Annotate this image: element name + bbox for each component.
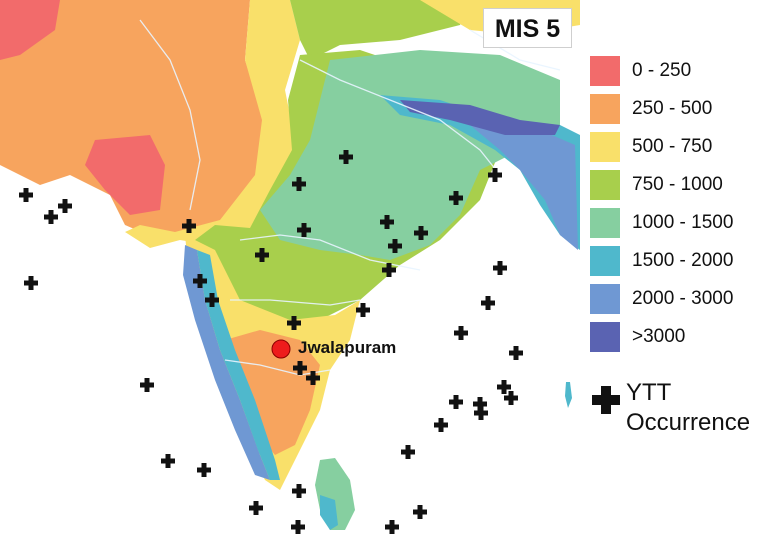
legend-swatch	[590, 284, 620, 314]
ytt-occurrence-marker[interactable]	[493, 261, 507, 275]
ytt-occurrence-marker[interactable]	[481, 296, 495, 310]
ytt-legend-line2: Occurrence	[626, 409, 751, 436]
map-title: MIS 5	[483, 8, 572, 48]
zone-750-1000-north	[290, 0, 470, 60]
legend-swatch	[590, 132, 620, 162]
ytt-occurrence-marker[interactable]	[287, 316, 301, 330]
ytt-marker-layer	[19, 150, 523, 534]
ytt-occurrence-marker[interactable]	[255, 248, 269, 262]
sri-lanka-wet-zone	[320, 495, 338, 530]
legend-label: 2000 - 3000	[632, 288, 734, 309]
ytt-occurrence-marker[interactable]	[249, 501, 263, 515]
ytt-occurrence-marker[interactable]	[488, 168, 502, 182]
ytt-occurrence-marker[interactable]	[413, 505, 427, 519]
legend-item: 0 - 250	[590, 52, 770, 90]
zone-2000-3000-westghats	[183, 245, 270, 480]
legend-item: >3000	[590, 318, 770, 356]
zone-500-750-west	[125, 0, 300, 248]
legend-label: 250 - 500	[632, 98, 713, 119]
ytt-occurrence-marker[interactable]	[474, 406, 488, 420]
andaman-islands	[565, 382, 572, 408]
jwalapuram-site-marker[interactable]	[271, 339, 291, 359]
ytt-occurrence-marker[interactable]	[161, 454, 175, 468]
zone-2000-3000-ne	[470, 125, 578, 250]
legend-item: 1000 - 1500	[590, 204, 770, 242]
legend-item: 750 - 1000	[590, 166, 770, 204]
legend-swatch	[590, 170, 620, 200]
ytt-occurrence-marker[interactable]	[449, 395, 463, 409]
ytt-occurrence-marker[interactable]	[291, 520, 305, 534]
ytt-occurrence-marker[interactable]	[388, 239, 402, 253]
legend-label: 750 - 1000	[632, 174, 723, 195]
precipitation-legend: 0 - 250 250 - 500 500 - 750 750 - 1000 1…	[590, 52, 770, 356]
ytt-occurrence-marker[interactable]	[58, 199, 72, 213]
legend-label: >3000	[632, 326, 686, 347]
legend-swatch	[590, 208, 620, 238]
ytt-occurrence-marker[interactable]	[193, 274, 207, 288]
ytt-occurrence-marker[interactable]	[197, 463, 211, 477]
ytt-occurrence-marker[interactable]	[19, 188, 33, 202]
zone-1500-2000-westghats	[197, 250, 280, 480]
zone-gt3000-ne	[400, 100, 560, 135]
ytt-occurrence-marker[interactable]	[454, 326, 468, 340]
legend-item: 1500 - 2000	[590, 242, 770, 280]
legend-swatch	[590, 246, 620, 276]
ytt-occurrence-marker[interactable]	[140, 378, 154, 392]
legend-label: 500 - 750	[632, 136, 713, 157]
ytt-occurrence-marker[interactable]	[44, 210, 58, 224]
legend-swatch	[590, 56, 620, 86]
zone-0-250-north	[0, 0, 60, 60]
ytt-occurrence-marker[interactable]	[339, 150, 353, 164]
legend-swatch	[590, 94, 620, 124]
ytt-occurrence-marker[interactable]	[306, 371, 320, 385]
legend-label: 1500 - 2000	[632, 250, 734, 271]
ytt-occurrence-marker[interactable]	[292, 484, 306, 498]
plus-marker-icon	[592, 386, 620, 414]
ytt-legend-label: YTT Occurrence	[626, 378, 750, 438]
ytt-occurrence-marker[interactable]	[434, 418, 448, 432]
ytt-occurrence-marker[interactable]	[356, 303, 370, 317]
zone-250-500	[0, 0, 270, 240]
ytt-occurrence-marker[interactable]	[182, 219, 196, 233]
legend-item: 2000 - 3000	[590, 280, 770, 318]
zone-0-250-thar	[85, 135, 165, 215]
ytt-occurrence-marker[interactable]	[449, 191, 463, 205]
ytt-occurrence-marker[interactable]	[382, 263, 396, 277]
legend-swatch	[590, 322, 620, 352]
ytt-occurrence-marker[interactable]	[504, 391, 518, 405]
jwalapuram-label: Jwalapuram	[298, 338, 397, 357]
zone-1000-1500-central	[260, 50, 560, 260]
ytt-legend-line1: YTT	[626, 379, 672, 406]
legend-label: 1000 - 1500	[632, 212, 734, 233]
zone-250-500-south	[225, 330, 320, 455]
ytt-occurrence-marker[interactable]	[473, 397, 487, 411]
legend-item: 500 - 750	[590, 128, 770, 166]
legend-item: 250 - 500	[590, 90, 770, 128]
ytt-occurrence-marker[interactable]	[205, 293, 219, 307]
ytt-occurrence-marker[interactable]	[401, 445, 415, 459]
ytt-occurrence-marker[interactable]	[292, 177, 306, 191]
ytt-occurrence-marker[interactable]	[293, 361, 307, 375]
ytt-occurrence-marker[interactable]	[380, 215, 394, 229]
ytt-occurrence-marker[interactable]	[385, 520, 399, 534]
ytt-occurrence-marker[interactable]	[297, 223, 311, 237]
ytt-occurrence-marker[interactable]	[497, 380, 511, 394]
ytt-occurrence-marker[interactable]	[414, 226, 428, 240]
ytt-occurrence-marker[interactable]	[24, 276, 38, 290]
ytt-occurrence-marker[interactable]	[509, 346, 523, 360]
legend-label: 0 - 250	[632, 60, 692, 81]
